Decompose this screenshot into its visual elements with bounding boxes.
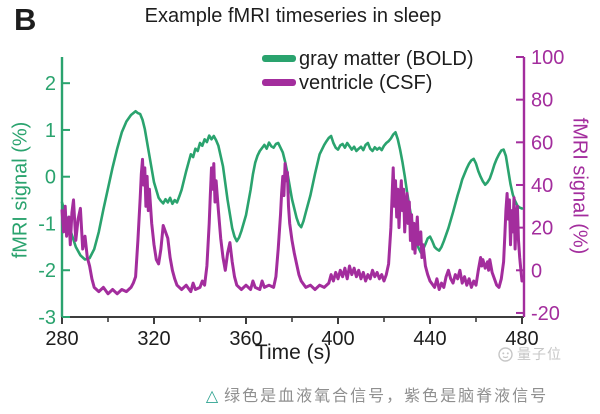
chart-title: Example fMRI timeseries in sleep [144, 5, 442, 27]
x-axis-title: Time (s) [254, 341, 332, 364]
left-tick-label: 1 [45, 120, 56, 142]
x-tick-label: 360 [229, 328, 262, 350]
series-bold [60, 109, 524, 261]
right-tick-label: 100 [531, 47, 564, 69]
left-tick-label: -1 [38, 213, 56, 235]
x-tick-label: 320 [137, 328, 170, 350]
x-tick-label: 480 [505, 328, 538, 350]
right-tick-label: 0 [531, 260, 542, 282]
right-tick-label: 60 [531, 132, 553, 154]
legend-item-csf: ventricle (CSF) [262, 71, 473, 94]
left-tick-label: 0 [45, 167, 56, 189]
watermark-text: 量子位 [517, 346, 562, 362]
series-csf [60, 157, 524, 296]
x-tick-label: 440 [413, 328, 446, 350]
left-tick-label: 2 [45, 73, 56, 95]
csf-line-swatch [262, 79, 296, 86]
panel-label: B [14, 2, 37, 37]
watermark: 量子位 [497, 344, 562, 364]
x-tick-label: 280 [45, 328, 78, 350]
legend: gray matter (BOLD) ventricle (CSF) [262, 47, 473, 94]
right-tick-label: 20 [531, 218, 553, 240]
left-axis-title: fMRI signal (%) [9, 121, 32, 259]
left-tick-label: -3 [38, 307, 56, 329]
right-tick-label: 40 [531, 175, 553, 197]
bold-line-swatch [262, 55, 296, 62]
legend-label-csf: ventricle (CSF) [299, 71, 433, 94]
right-axis-title: fMRI signal (%) [568, 117, 591, 255]
caption: △ 绿色是血液氧合信号，紫色是脑脊液信号 [206, 382, 548, 406]
caption-text: 绿色是血液氧合信号，紫色是脑脊液信号 [224, 388, 549, 405]
x-tick-label: 400 [321, 328, 354, 350]
legend-label-bold: gray matter (BOLD) [299, 47, 474, 70]
right-tick-label: 80 [531, 90, 553, 112]
qbitai-logo-icon [498, 346, 513, 362]
left-tick-label: -2 [38, 260, 56, 282]
legend-item-bold: gray matter (BOLD) [262, 47, 473, 70]
right-tick-label: -20 [531, 303, 560, 325]
plot-area: 280 320 360 400 440 480 2 1 0 -1 -2 -3 100 80 60 40 20 0 -… [38, 47, 564, 350]
caption-triangle-icon: △ [205, 388, 219, 405]
